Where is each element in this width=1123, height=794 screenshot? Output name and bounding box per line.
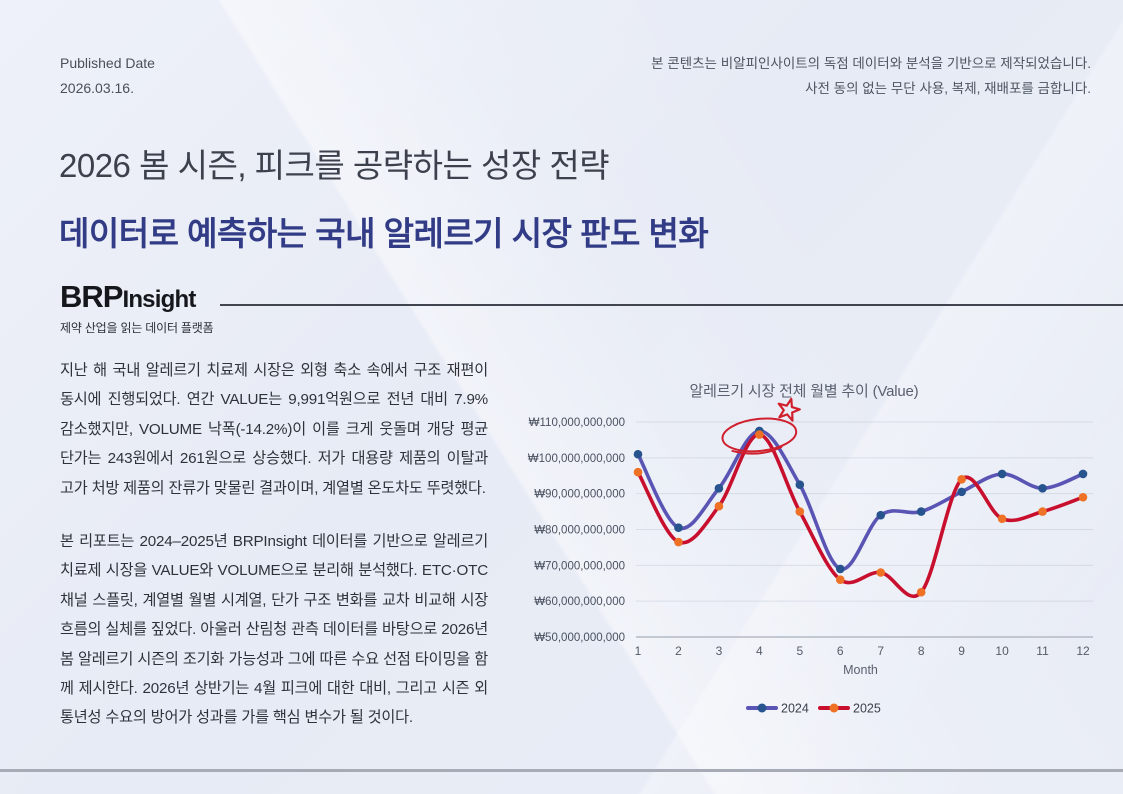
svg-text:4: 4 [756,644,763,658]
article-body: 지난 해 국내 알레르기 치료제 시장은 외형 축소 속에서 구조 재편이 동시… [60,356,488,733]
logo-text-secondary: Insight [122,286,196,313]
svg-text:3: 3 [716,644,723,658]
svg-text:9: 9 [958,644,965,658]
report-subtitle: 2026 봄 시즌, 피크를 공략하는 성장 전략 [59,147,610,184]
brand-tagline: 제약 산업을 읽는 데이터 플랫폼 [60,321,214,335]
svg-text:Month: Month [843,663,878,677]
svg-text:1: 1 [635,644,642,658]
svg-text:5: 5 [796,644,803,658]
brand-block: BRPInsight 제약 산업을 읽는 데이터 플랫폼 [60,279,214,336]
svg-text:11: 11 [1036,644,1049,658]
copyright-notice: 본 콘텐츠는 비알피인사이트의 독점 데이터와 분석을 기반으로 제작되었습니다… [651,51,1091,101]
svg-text:₩100,000,000,000: ₩100,000,000,000 [528,453,625,465]
svg-text:7: 7 [877,644,884,658]
footer-divider-line [0,769,1123,772]
report-headline: 데이터로 예측하는 국내 알레르기 시장 판도 변화 [59,215,709,252]
svg-text:₩90,000,000,000: ₩90,000,000,000 [534,489,625,501]
published-date-label: Published Date [60,55,155,71]
svg-text:8: 8 [918,644,925,658]
header-divider-line [220,304,1123,306]
notice-line-2: 사전 동의 없는 무단 사용, 복제, 재배포를 금합니다. [805,81,1091,96]
svg-text:2024: 2024 [781,702,809,716]
svg-text:₩50,000,000,000: ₩50,000,000,000 [534,632,625,644]
svg-text:2025: 2025 [853,702,881,716]
article-paragraph-2: 본 리포트는 2024–2025년 BRPInsight 데이터를 기반으로 알… [60,533,488,727]
svg-text:₩110,000,000,000: ₩110,000,000,000 [529,417,625,429]
logo-text-primary: BRP [60,279,123,314]
title-block: 2026 봄 시즌, 피크를 공략하는 성장 전략 데이터로 예측하는 국내 알… [59,139,709,255]
svg-text:₩70,000,000,000: ₩70,000,000,000 [534,560,625,572]
svg-text:2: 2 [675,644,682,658]
notice-line-1: 본 콘텐츠는 비알피인사이트의 독점 데이터와 분석을 기반으로 제작되었습니다… [651,56,1091,71]
svg-text:12: 12 [1076,644,1090,658]
chart-canvas: ₩110,000,000,000 ₩100,000,000,000 ₩90,000,… [528,397,1093,716]
svg-text:6: 6 [837,644,844,658]
svg-text:₩60,000,000,000: ₩60,000,000,000 [534,596,625,608]
svg-text:₩80,000,000,000: ₩80,000,000,000 [534,524,625,536]
svg-text:10: 10 [995,644,1009,658]
article-paragraph-1: 지난 해 국내 알레르기 치료제 시장은 외형 축소 속에서 구조 재편이 동시… [60,362,488,497]
published-date-block: Published Date 2026.03.16. [60,51,155,101]
monthly-trend-chart: 알레르기 시장 전체 월별 추이 (Value) ₩110,000,000,00… [500,380,1108,730]
chart-title: 알레르기 시장 전체 월별 추이 (Value) [689,383,919,400]
brp-insight-logo: BRPInsight [60,279,213,315]
published-date-value: 2026.03.16. [60,80,134,96]
